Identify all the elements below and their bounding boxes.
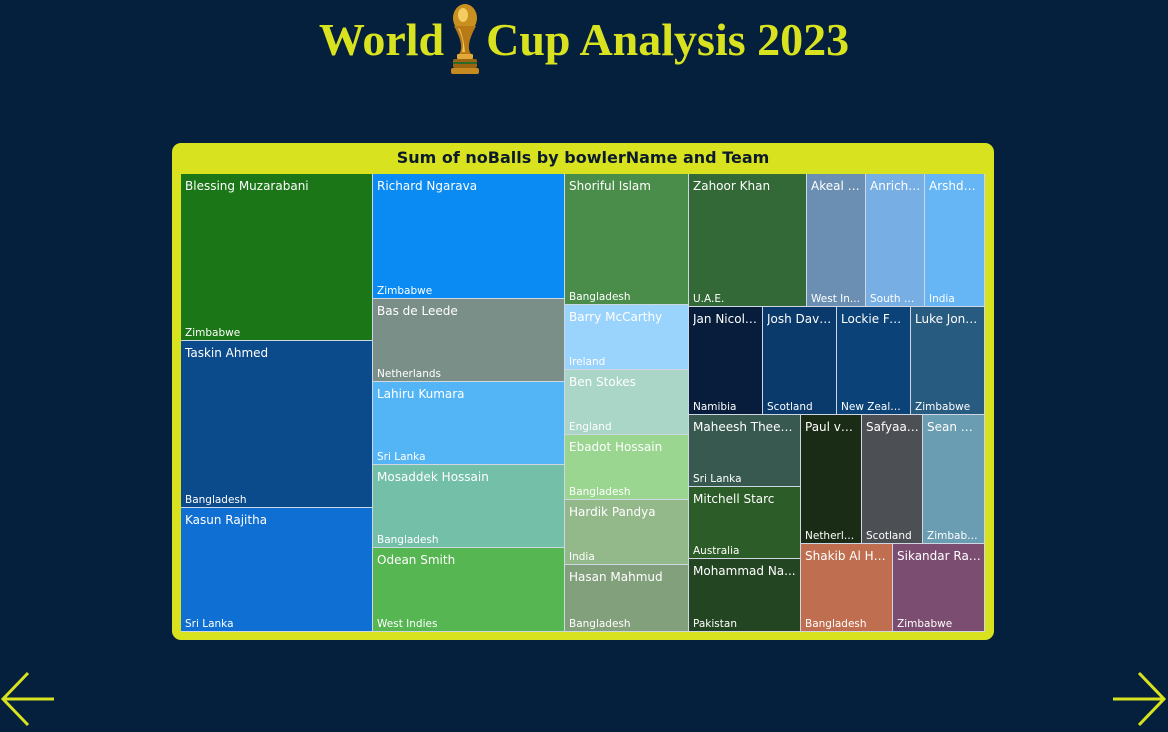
treemap-tile[interactable]: Maheesh Theeks... Sri Lanka xyxy=(689,415,801,487)
treemap-tile[interactable]: Mitchell Starc Australia xyxy=(689,487,801,559)
tile-bowler-name: Hardik Pandya xyxy=(569,505,656,519)
tile-team-name: Netherla... xyxy=(805,530,858,542)
treemap-tile[interactable]: Arshde... India xyxy=(925,174,985,307)
treemap-tile[interactable]: Mohammad Na... Pakistan xyxy=(689,559,801,632)
treemap-tile[interactable]: Barry McCarthy Ireland xyxy=(565,305,689,370)
treemap-tile[interactable]: Akeal H... West In... xyxy=(807,174,866,307)
tile-team-name: Bangladesh xyxy=(569,291,631,303)
treemap-tile[interactable]: Ebadot Hossain Bangladesh xyxy=(565,435,689,500)
tile-team-name: Bangladesh xyxy=(569,486,631,498)
treemap-tile[interactable]: Taskin Ahmed Bangladesh xyxy=(181,341,373,508)
page-title: World Cup Analysis 2023 xyxy=(0,0,1168,80)
tile-bowler-name: Richard Ngarava xyxy=(377,179,478,193)
arrow-right-icon[interactable] xyxy=(1111,670,1167,730)
treemap-tile[interactable]: Lockie Fer... New Zealand xyxy=(837,307,911,415)
tile-bowler-name: Blessing Muzarabani xyxy=(185,179,309,193)
tile-team-name: India xyxy=(569,551,595,563)
tile-bowler-name: Josh Davey xyxy=(767,312,833,326)
tile-bowler-name: Bas de Leede xyxy=(377,304,458,318)
tile-team-name: Bangladesh xyxy=(805,618,867,630)
tile-bowler-name: Ben Stokes xyxy=(569,375,636,389)
tile-team-name: Bangladesh xyxy=(569,618,631,630)
treemap-tile[interactable]: Paul va... Netherla... xyxy=(801,415,862,544)
treemap-tile[interactable]: Safyaan... Scotland xyxy=(862,415,923,544)
treemap-tile[interactable]: Odean Smith West Indies xyxy=(373,548,565,632)
tile-team-name: Netherlands xyxy=(377,368,442,380)
tile-bowler-name: Ebadot Hossain xyxy=(569,440,663,454)
treemap-tile[interactable]: Bas de Leede Netherlands xyxy=(373,299,565,382)
tile-team-name: U.A.E. xyxy=(693,293,725,305)
tile-team-name: India xyxy=(929,293,955,305)
tile-bowler-name: Sean W... xyxy=(927,420,981,434)
tile-team-name: Zimbabwe xyxy=(897,618,953,630)
tile-bowler-name: Mitchell Starc xyxy=(693,492,775,506)
tile-team-name: England xyxy=(569,421,612,433)
tile-team-name: South Af... xyxy=(870,293,921,305)
treemap-tile[interactable]: Hasan Mahmud Bangladesh xyxy=(565,565,689,632)
tile-team-name: Zimbabwe xyxy=(185,327,241,339)
tile-bowler-name: Shoriful Islam xyxy=(569,179,651,193)
tile-team-name: West In... xyxy=(811,293,860,305)
tile-team-name: New Zealand xyxy=(841,401,907,413)
treemap-tile[interactable]: Sean W... Zimbabwe xyxy=(923,415,985,544)
treemap-tile[interactable]: Sikandar Raza Zimbabwe xyxy=(893,544,985,632)
tile-bowler-name: Akeal H... xyxy=(811,179,862,193)
treemap-tile[interactable]: Zahoor Khan U.A.E. xyxy=(689,174,807,307)
tile-team-name: Zimbabwe xyxy=(377,285,433,297)
tile-team-name: Zimbabwe xyxy=(915,401,971,413)
tile-team-name: West Indies xyxy=(377,618,438,630)
tile-team-name: Australia xyxy=(693,545,740,557)
arrow-left-icon[interactable] xyxy=(0,670,56,730)
tile-bowler-name: Lockie Fer... xyxy=(841,312,907,326)
tile-bowler-name: Mosaddek Hossain xyxy=(377,470,489,484)
tile-bowler-name: Odean Smith xyxy=(377,553,456,567)
trophy-icon xyxy=(451,4,480,74)
tile-bowler-name: Taskin Ahmed xyxy=(185,346,269,360)
tile-bowler-name: Paul va... xyxy=(805,420,858,434)
tile-bowler-name: Barry McCarthy xyxy=(569,310,663,324)
tile-team-name: Scotland xyxy=(767,401,813,413)
tile-bowler-name: Lahiru Kumara xyxy=(377,387,465,401)
title-world: World xyxy=(318,14,445,65)
treemap-tile[interactable]: Anrich ... South Af... xyxy=(866,174,925,307)
chart-title: Sum of noBalls by bowlerName and Team xyxy=(396,148,770,167)
tile-bowler-name: Hasan Mahmud xyxy=(569,570,663,584)
tile-bowler-name: Arshde... xyxy=(929,179,981,193)
tile-team-name: Namibia xyxy=(693,401,737,413)
tile-bowler-name: Sikandar Raza xyxy=(897,549,981,563)
treemap-tile[interactable]: Kasun Rajitha Sri Lanka xyxy=(181,508,373,632)
treemap-tile[interactable]: Hardik Pandya India xyxy=(565,500,689,565)
treemap-tile[interactable]: Luke Jong... Zimbabwe xyxy=(911,307,985,415)
treemap-tile[interactable]: Richard Ngarava Zimbabwe xyxy=(373,174,565,299)
tile-team-name: Sri Lanka xyxy=(185,618,234,630)
tile-team-name: Bangladesh xyxy=(185,494,247,506)
tile-team-name: Pakistan xyxy=(693,618,737,630)
treemap-tile[interactable]: Blessing Muzarabani Zimbabwe xyxy=(181,174,373,341)
tile-bowler-name: Shakib Al Has... xyxy=(805,549,889,563)
tile-bowler-name: Kasun Rajitha xyxy=(185,513,268,527)
treemap-tile[interactable]: Josh Davey Scotland xyxy=(763,307,837,415)
tile-bowler-name: Anrich ... xyxy=(870,179,921,193)
treemap-tile[interactable]: Ben Stokes England xyxy=(565,370,689,435)
tile-bowler-name: Mohammad Na... xyxy=(693,564,796,578)
tile-bowler-name: Jan Nicol ... xyxy=(693,312,759,326)
tile-bowler-name: Luke Jong... xyxy=(915,312,981,326)
tile-team-name: Sri Lanka xyxy=(693,473,742,485)
treemap-tile[interactable]: Mosaddek Hossain Bangladesh xyxy=(373,465,565,548)
treemap-tile[interactable]: Lahiru Kumara Sri Lanka xyxy=(373,382,565,465)
tile-team-name: Zimbabwe xyxy=(927,530,981,542)
treemap-tile[interactable]: Shoriful Islam Bangladesh xyxy=(565,174,689,305)
tile-bowler-name: Maheesh Theeks... xyxy=(693,420,797,434)
tile-bowler-name: Safyaan... xyxy=(866,420,919,434)
tile-team-name: Sri Lanka xyxy=(377,451,426,463)
tile-bowler-name: Zahoor Khan xyxy=(693,179,771,193)
tile-team-name: Ireland xyxy=(569,356,606,368)
tile-team-name: Scotland xyxy=(866,530,912,542)
treemap-tile[interactable]: Jan Nicol ... Namibia xyxy=(689,307,763,415)
title-cup-analysis: Cup Analysis 2023 xyxy=(486,14,850,65)
tile-team-name: Bangladesh xyxy=(377,534,439,546)
treemap-tile[interactable]: Shakib Al Has... Bangladesh xyxy=(801,544,893,632)
treemap: Blessing Muzarabani Zimbabwe Taskin Ahmed B… xyxy=(181,174,985,632)
